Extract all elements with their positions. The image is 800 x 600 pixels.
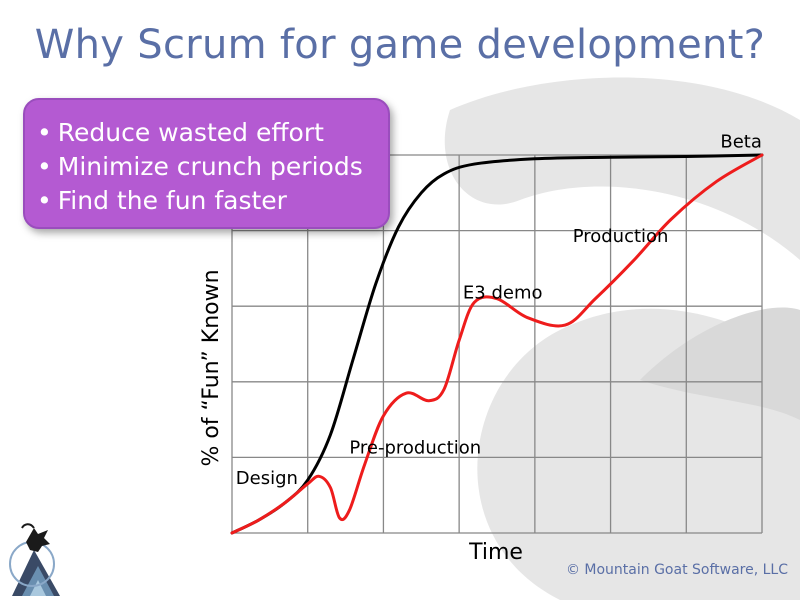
- chart-annotations: Design Pre-production E3 demo Production Bet…: [236, 131, 762, 488]
- bullet-text: Find the fun faster: [57, 186, 287, 215]
- bullet-item: • Find the fun faster: [37, 186, 287, 215]
- series-line-red: [230, 153, 764, 535]
- chart-annotation: Beta: [720, 131, 762, 152]
- bullet-item: • Minimize crunch periods: [37, 152, 363, 181]
- benefits-callout: • Reduce wasted effort • Minimize crunch p…: [23, 98, 390, 229]
- mountain-goat-logo-icon: [9, 523, 60, 596]
- chart-annotation: Design: [236, 468, 298, 489]
- chart-annotation: E3 demo: [463, 283, 543, 304]
- x-axis-label: Time: [468, 540, 523, 565]
- chart-series: [230, 153, 764, 535]
- chart-annotation: Pre-production: [349, 438, 481, 459]
- copyright-notice: © Mountain Goat Software, LLC: [565, 562, 788, 578]
- slide-title: Why Scrum for game development?: [34, 22, 766, 68]
- y-axis-label: % of “Fun” Known: [199, 269, 224, 466]
- chart-annotation: Production: [573, 226, 669, 247]
- bullet-item: • Reduce wasted effort: [37, 118, 324, 147]
- bullet-text: Reduce wasted effort: [57, 118, 324, 147]
- bullet-text: Minimize crunch periods: [57, 152, 363, 181]
